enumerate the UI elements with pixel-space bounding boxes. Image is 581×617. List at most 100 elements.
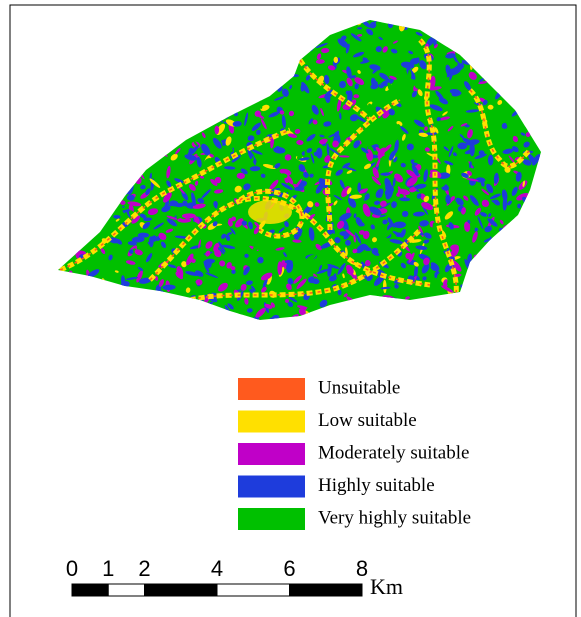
- texture-patch: [107, 85, 115, 92]
- texture-patch: [446, 304, 450, 312]
- texture-patch: [207, 26, 212, 33]
- texture-patch: [501, 235, 507, 247]
- texture-patch: [91, 162, 101, 174]
- texture-patch: [516, 229, 521, 234]
- texture-patch: [80, 281, 86, 295]
- texture-patch: [292, 26, 303, 38]
- texture-patch: [302, 44, 312, 48]
- texture-patch: [271, 74, 278, 79]
- texture-patch: [51, 254, 59, 267]
- texture-patch: [169, 78, 177, 87]
- texture-patch: [53, 273, 58, 279]
- texture-patch: [182, 17, 188, 23]
- texture-patch: [501, 279, 511, 286]
- texture-patch: [100, 26, 106, 33]
- texture-patch: [511, 46, 519, 54]
- texture-patch: [252, 15, 265, 21]
- texture-patch: [160, 307, 166, 317]
- texture-patch: [191, 124, 202, 130]
- texture-patch: [238, 71, 247, 85]
- texture-patch: [475, 261, 482, 272]
- texture-patch: [60, 80, 70, 95]
- texture-patch: [476, 295, 487, 305]
- texture-patch: [97, 282, 106, 291]
- texture-patch: [58, 184, 65, 194]
- texture-patch: [95, 53, 109, 63]
- texture-patch: [236, 104, 242, 109]
- texture-patch: [133, 79, 140, 85]
- texture-patch: [172, 76, 182, 85]
- texture-patch: [92, 20, 101, 29]
- texture-patch: [65, 120, 76, 131]
- texture-patch: [92, 206, 102, 216]
- texture-patch: [360, 297, 373, 301]
- texture-patch: [186, 93, 192, 105]
- texture-patch: [447, 306, 454, 312]
- texture-patch: [89, 138, 97, 146]
- texture-patch: [167, 72, 177, 81]
- texture-patch: [80, 288, 90, 295]
- texture-patch: [487, 293, 500, 302]
- texture-patch: [78, 303, 92, 311]
- texture-patch: [155, 124, 167, 133]
- texture-patch: [63, 218, 70, 225]
- texture-patch: [102, 213, 109, 220]
- texture-patch: [529, 271, 536, 279]
- texture-patch: [157, 80, 167, 91]
- texture-patch: [461, 303, 469, 310]
- texture-patch: [417, 306, 429, 318]
- texture-patch: [190, 82, 204, 94]
- texture-patch: [205, 112, 210, 122]
- texture-patch: [218, 107, 228, 112]
- texture-patch: [62, 78, 74, 86]
- texture-patch: [228, 99, 236, 105]
- texture-patch: [202, 48, 209, 56]
- texture-patch: [497, 274, 506, 283]
- texture-patch: [499, 43, 506, 53]
- texture-patch: [90, 67, 96, 73]
- texture-patch: [207, 102, 214, 111]
- texture-patch: [75, 278, 83, 288]
- texture-patch: [98, 300, 107, 310]
- texture-patch: [166, 124, 176, 133]
- texture-patch: [107, 99, 113, 104]
- texture-patch: [206, 73, 216, 77]
- texture-patch: [179, 133, 186, 141]
- texture-patch: [240, 50, 247, 60]
- texture-patch: [330, 305, 341, 319]
- texture-patch: [230, 57, 233, 71]
- texture-patch: [90, 184, 103, 194]
- texture-patch: [236, 77, 245, 87]
- texture-patch: [63, 314, 76, 321]
- texture-patch: [80, 33, 93, 43]
- texture-patch: [494, 314, 507, 323]
- texture-patch: [167, 67, 176, 78]
- texture-patch: [471, 36, 478, 40]
- legend: UnsuitableLow suitableModerately suitabl…: [238, 377, 471, 530]
- texture-patch: [58, 174, 70, 186]
- texture-patch: [391, 312, 402, 323]
- texture-patch: [132, 64, 144, 79]
- texture-patch: [57, 296, 69, 304]
- texture-patch: [105, 27, 110, 35]
- texture-patch: [149, 100, 157, 108]
- texture-patch: [491, 256, 498, 261]
- texture-patch: [483, 23, 494, 29]
- texture-patch: [482, 290, 496, 305]
- texture-patch: [125, 297, 128, 306]
- texture-patch: [109, 81, 119, 91]
- texture-patch: [108, 144, 115, 152]
- texture-patch: [234, 67, 240, 72]
- scale-segment: [108, 584, 144, 596]
- texture-patch: [106, 162, 113, 175]
- texture-patch: [493, 271, 506, 280]
- texture-patch: [79, 235, 87, 242]
- texture-patch: [53, 83, 64, 87]
- scale-label: 6: [283, 556, 295, 581]
- texture-patch: [527, 248, 536, 263]
- texture-patch: [503, 76, 509, 87]
- scale-label: 2: [138, 556, 150, 581]
- texture-patch: [72, 100, 76, 108]
- texture-patch: [505, 296, 515, 306]
- texture-patch: [513, 33, 519, 40]
